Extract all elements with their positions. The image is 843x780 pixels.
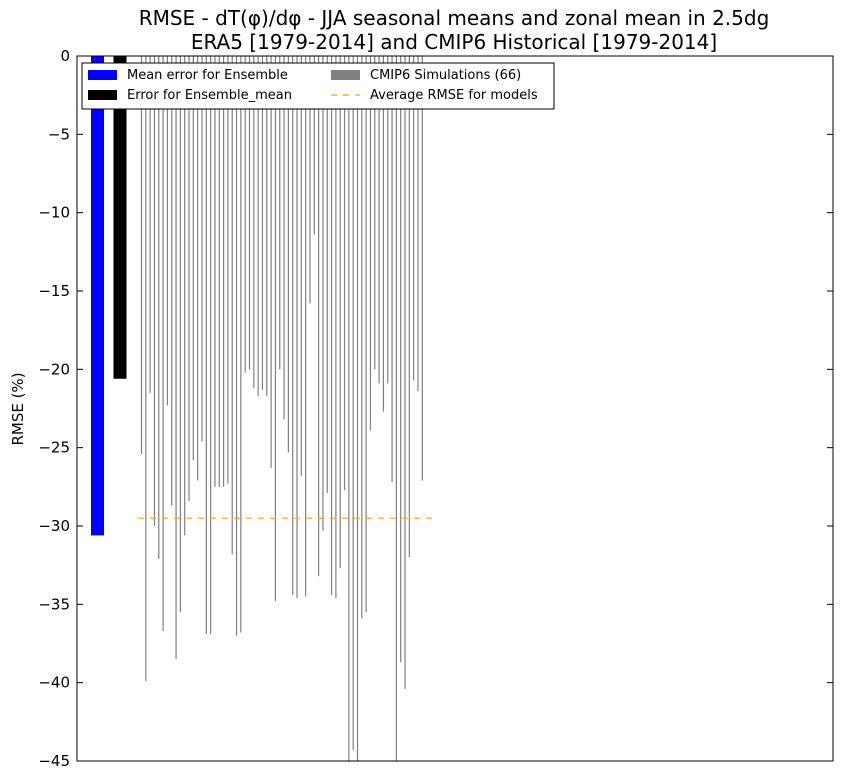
bar-2-51 — [361, 56, 363, 619]
bar-2-50 — [356, 56, 359, 761]
bar-2-0 — [140, 56, 143, 454]
legend-label-1: Error for Ensemble_mean — [127, 88, 292, 103]
bar-2-26 — [253, 56, 255, 389]
bar-2-17 — [214, 56, 216, 487]
bar-2-21 — [231, 56, 233, 555]
bar-2-1 — [145, 56, 147, 682]
bar-2-10 — [184, 56, 186, 536]
bar-2-8 — [175, 56, 177, 660]
bar-2-35 — [292, 56, 294, 595]
bar-2-16 — [210, 56, 212, 635]
bar-2-53 — [369, 56, 372, 431]
bar-2-29 — [266, 56, 268, 396]
bar-2-23 — [240, 56, 242, 633]
bar-2-24 — [244, 56, 246, 373]
bar-2-31 — [274, 56, 277, 602]
legend-label-0: Mean error for Ensemble — [127, 68, 288, 83]
bar-2-38 — [305, 56, 307, 597]
bar-2-28 — [261, 56, 264, 390]
bar-2-60 — [400, 56, 402, 663]
y-axis: 0 −5 −10 −15 −20 −25 −30 −35 −40 −45 — [38, 47, 833, 770]
bar-2-57 — [387, 56, 389, 384]
bar-2-56 — [382, 56, 385, 412]
bar-2-11 — [188, 56, 190, 501]
bar-2-43 — [326, 56, 328, 494]
bar-2-37 — [300, 56, 302, 476]
bar-2-5 — [162, 56, 164, 631]
bar-2-62 — [408, 56, 410, 558]
bar-2-22 — [235, 56, 238, 636]
bar-2-55 — [378, 56, 380, 384]
bar-2-45 — [335, 56, 337, 599]
legend: Mean error for Ensemble Error for Ensembl… — [81, 62, 555, 110]
legend-label-3: Average RMSE for models — [370, 88, 538, 103]
bar-2-36 — [296, 56, 298, 599]
bar-2-9 — [179, 56, 181, 613]
bar-2-27 — [257, 56, 259, 396]
chart-title-line-2: ERA5 [1979-2014] and CMIP6 Historical [1… — [191, 30, 717, 54]
legend-label-2: CMIP6 Simulations (66) — [370, 68, 521, 83]
bar-1-0 — [113, 56, 127, 379]
bar-2-15 — [205, 56, 207, 635]
bar-2-39 — [309, 56, 311, 304]
bar-2-41 — [318, 56, 320, 577]
bar-2-59 — [395, 56, 397, 761]
bar-2-19 — [222, 56, 225, 487]
bar-2-13 — [197, 56, 199, 481]
legend-handle-0 — [88, 70, 117, 80]
bar-2-3 — [153, 56, 156, 526]
bar-2-4 — [158, 56, 160, 559]
y-tick-label-8: −40 — [38, 674, 70, 692]
bar-2-2 — [149, 56, 151, 393]
y-tick-label-3: −15 — [38, 282, 70, 300]
bar-2-61 — [404, 56, 406, 689]
y-tick-label-9: −45 — [38, 752, 70, 770]
bar-2-6 — [166, 56, 169, 406]
y-tick-label-4: −20 — [38, 360, 70, 378]
bar-2-34 — [287, 56, 289, 453]
bar-2-65 — [421, 56, 423, 481]
bar-2-54 — [374, 56, 376, 370]
bar-2-46 — [339, 56, 341, 569]
bar-2-64 — [417, 56, 419, 392]
bar-2-63 — [413, 56, 415, 381]
y-tick-label-2: −10 — [38, 204, 70, 222]
bar-2-14 — [201, 56, 203, 442]
bar-2-30 — [270, 56, 272, 469]
bars-group — [91, 56, 423, 761]
y-tick-label-7: −35 — [38, 595, 70, 613]
bar-2-47 — [343, 56, 346, 490]
bar-2-44 — [330, 56, 333, 595]
bar-2-32 — [279, 56, 281, 370]
plot-frame — [76, 55, 834, 762]
bar-2-7 — [171, 56, 173, 506]
bar-2-40 — [313, 56, 315, 235]
bar-2-12 — [192, 56, 194, 461]
bar-2-48 — [348, 56, 350, 761]
bar-2-58 — [391, 56, 393, 483]
y-tick-label-1: −5 — [48, 125, 70, 143]
bar-2-18 — [218, 56, 220, 487]
y-tick-label-0: 0 — [60, 47, 70, 65]
bar-2-20 — [227, 56, 229, 484]
bar-2-33 — [283, 56, 285, 420]
bar-2-42 — [322, 56, 324, 531]
legend-handle-1 — [88, 90, 117, 100]
y-tick-label-6: −30 — [38, 517, 70, 535]
chart-title-line-1: RMSE - dT(φ)/dφ - JJA seasonal means and… — [139, 6, 770, 30]
bar-0-0 — [91, 56, 104, 536]
y-axis-label: RMSE (%) — [9, 372, 27, 445]
y-tick-label-5: −25 — [38, 439, 70, 457]
bar-2-49 — [352, 56, 354, 751]
legend-frame — [81, 62, 555, 110]
bar-2-25 — [248, 56, 251, 370]
legend-handle-2 — [331, 70, 360, 80]
bar-2-52 — [365, 56, 367, 613]
